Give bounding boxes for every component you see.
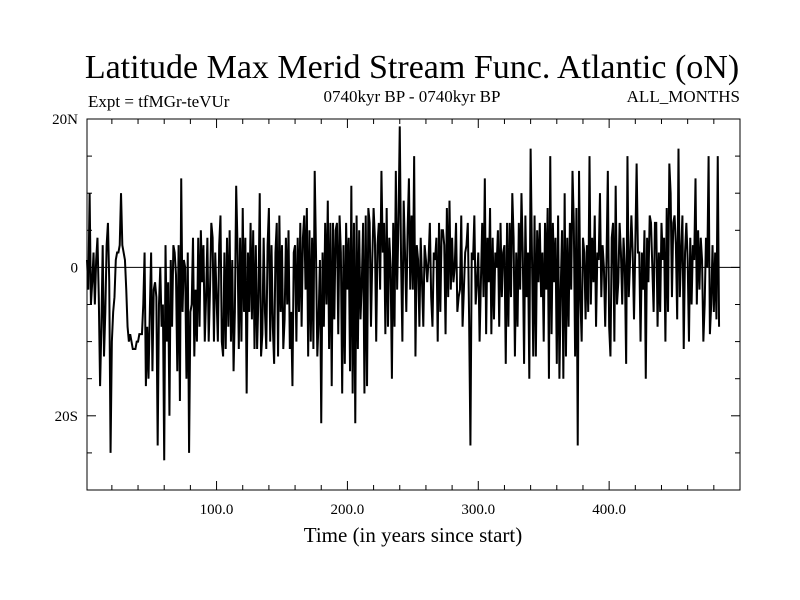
experiment-label: Expt = tfMGr-teVUr <box>88 92 230 111</box>
chart-title: Latitude Max Merid Stream Func. Atlantic… <box>85 49 739 86</box>
season-label: ALL_MONTHS <box>627 87 740 106</box>
x-tick-label: 400.0 <box>592 502 626 518</box>
y-tick-label: 0 <box>71 260 79 276</box>
y-tick-label: 20S <box>55 409 78 425</box>
plot-area: 20N 0 20S 100.0 200.0 300.0 400.0 <box>52 112 741 518</box>
period-label: 0740kyr BP - 0740kyr BP <box>324 87 501 106</box>
x-axis-label: Time (in years since start) <box>304 523 523 547</box>
x-tick-label: 200.0 <box>331 502 365 518</box>
x-tick-label: 100.0 <box>200 502 234 518</box>
x-tick-label: 300.0 <box>461 502 495 518</box>
series-line-0 <box>86 126 721 461</box>
y-tick-label: 20N <box>52 112 78 128</box>
